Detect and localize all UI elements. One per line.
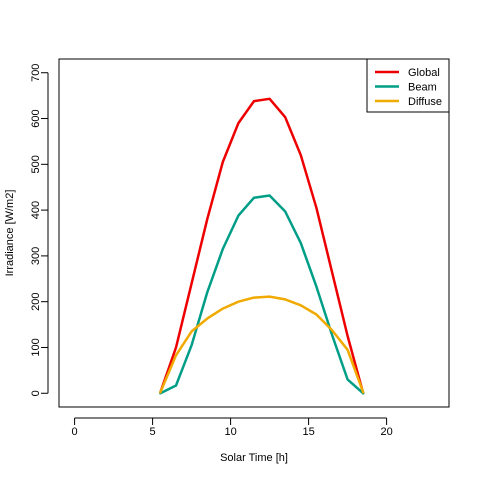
x-axis: 0 5 10 15 20: [72, 417, 393, 438]
y-tick-label: 300: [30, 247, 42, 265]
x-tick-label: 10: [224, 426, 236, 438]
y-axis-title: Irradiance [W/m2]: [4, 190, 16, 277]
y-tick-label: 0: [30, 390, 42, 396]
x-tick-label: 20: [380, 426, 392, 438]
y-tick-label: 500: [30, 155, 42, 173]
series-layer: [159, 97, 365, 395]
y-tick-label: 700: [30, 64, 42, 82]
legend-label-beam: Beam: [408, 82, 437, 94]
legend-label-global: Global: [408, 67, 440, 79]
legend: Global Beam Diffuse: [366, 58, 450, 113]
plot-frame: [58, 58, 450, 408]
y-axis: 0 100 200 300 400 500 600 700: [30, 64, 49, 396]
series-line-global: [159, 97, 365, 395]
y-tick-label: 200: [30, 293, 42, 311]
series-line-diffuse: [159, 295, 365, 394]
x-axis-title: Solar Time [h]: [220, 452, 288, 464]
legend-label-diffuse: Diffuse: [408, 96, 442, 108]
series-line-beam: [159, 194, 365, 395]
y-tick-label: 400: [30, 201, 42, 219]
x-tick-label: 0: [72, 426, 78, 438]
x-tick-label: 15: [302, 426, 314, 438]
y-tick-label: 600: [30, 109, 42, 127]
y-tick-label: 100: [30, 338, 42, 356]
x-tick-label: 5: [150, 426, 156, 438]
